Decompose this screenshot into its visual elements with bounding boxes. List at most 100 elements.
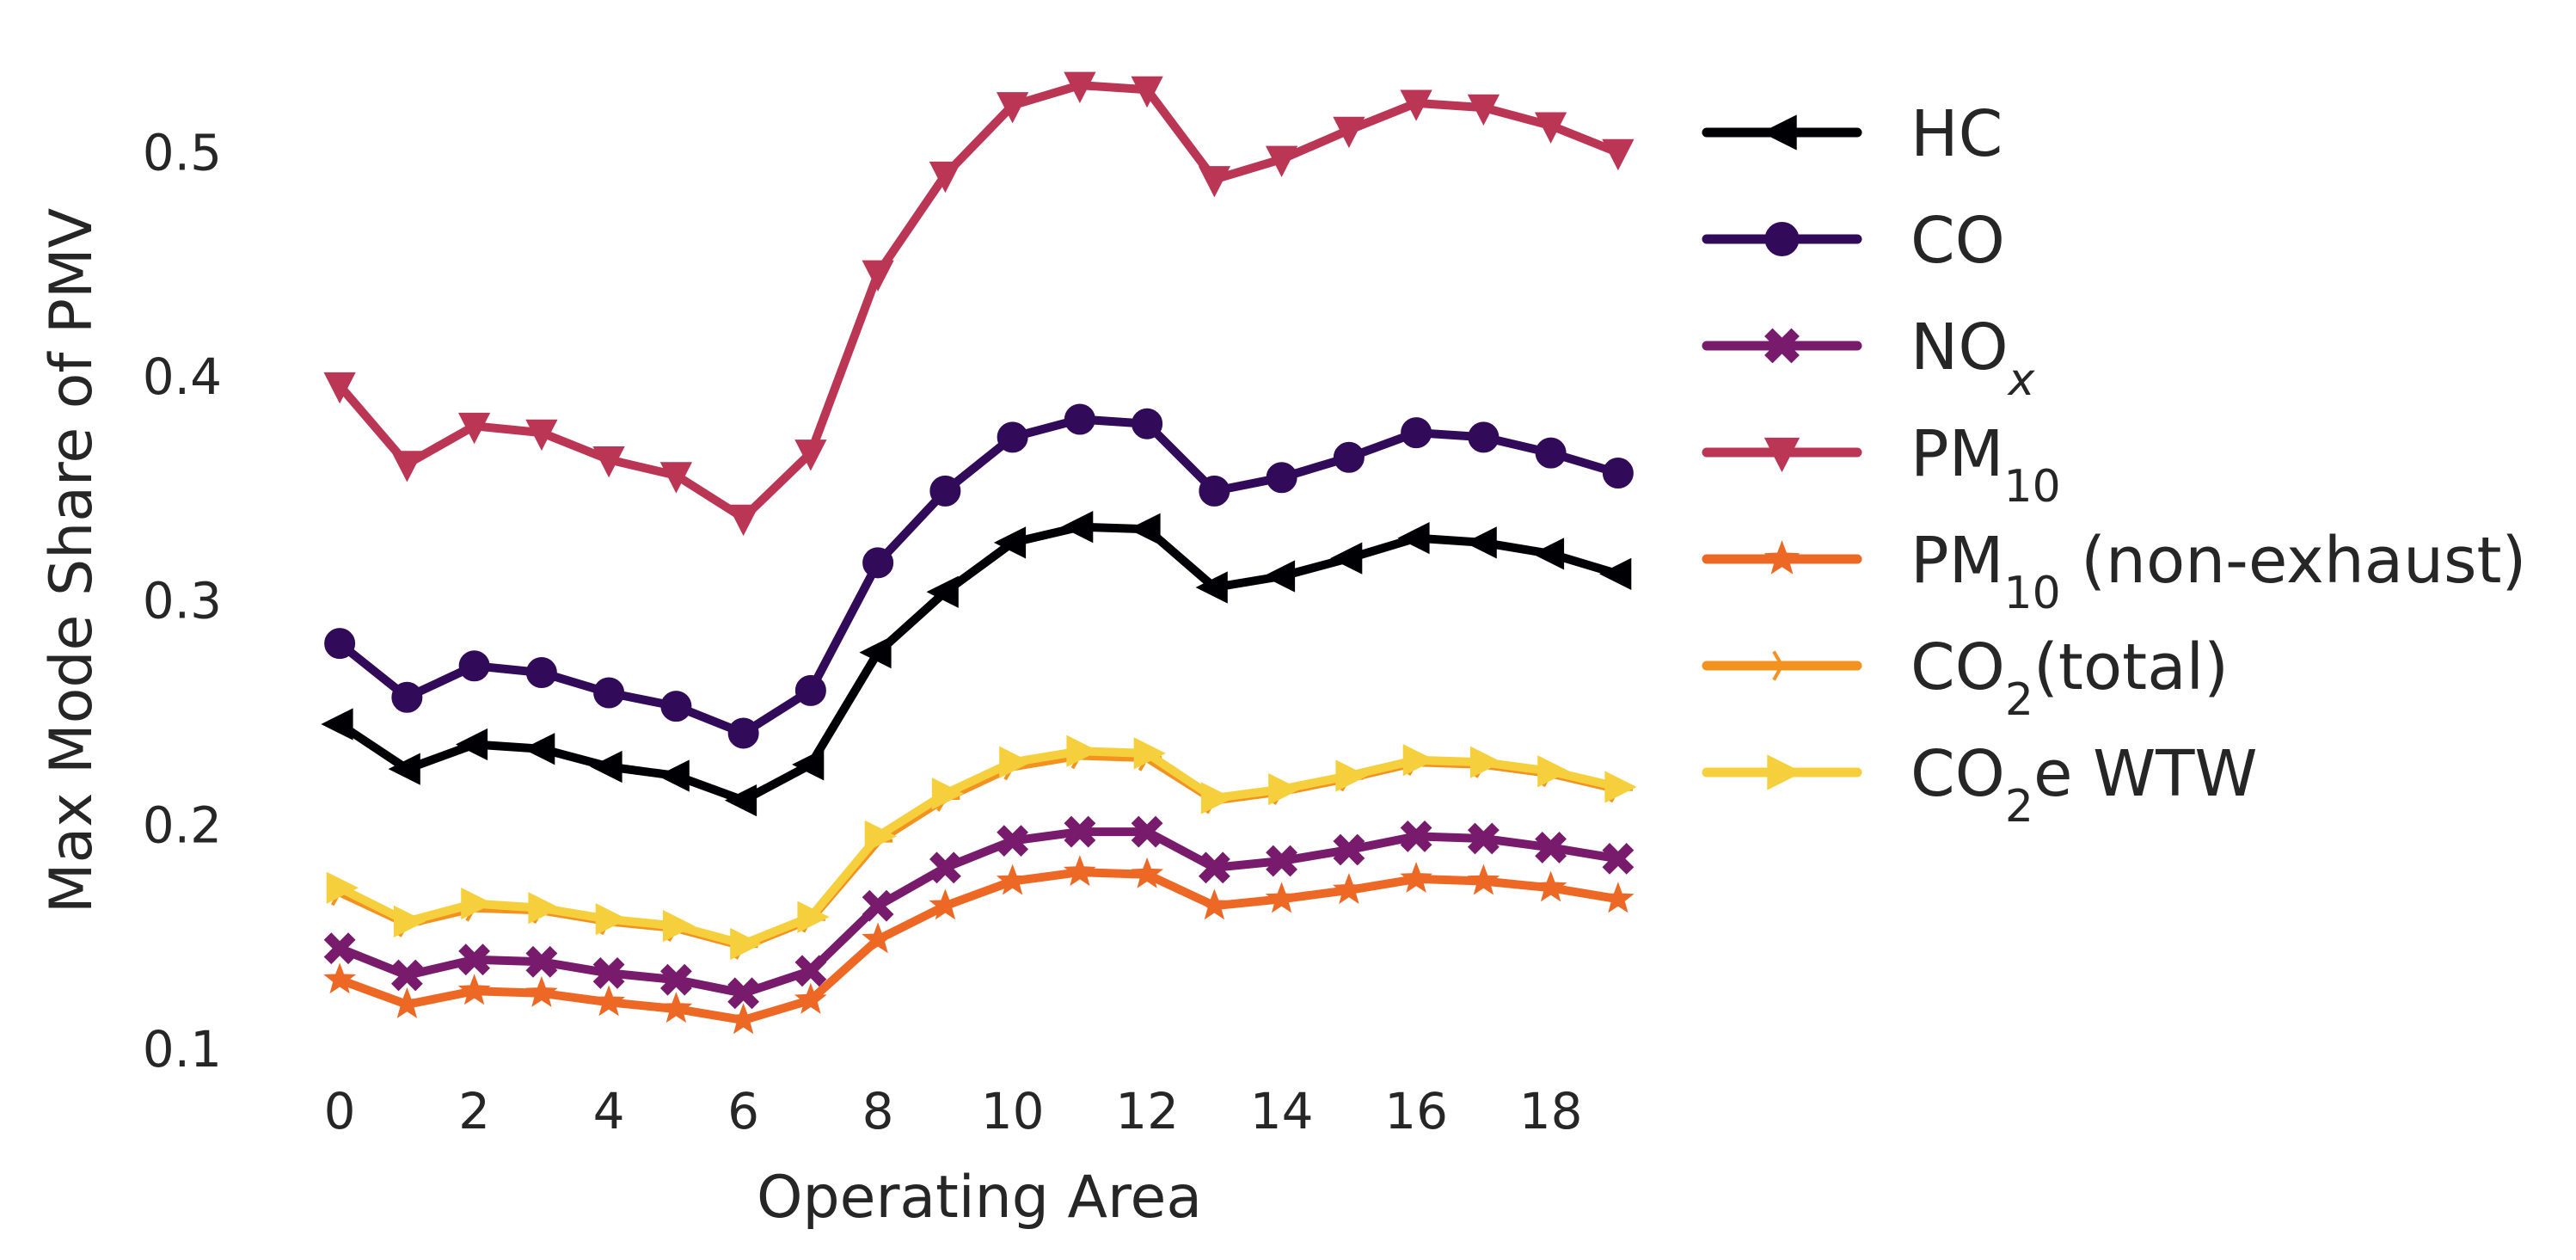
data-point	[1268, 772, 1301, 806]
data-point	[727, 977, 760, 1010]
data-point	[1400, 862, 1433, 893]
x-tick-label: 16	[1384, 1082, 1448, 1140]
data-point	[461, 887, 494, 920]
data-point	[1537, 755, 1570, 788]
data-point	[929, 475, 961, 507]
series-line	[335, 868, 1622, 1025]
legend-label-subscript: 10	[2003, 568, 2060, 619]
legend-label: CO	[1911, 204, 2005, 278]
series-line	[335, 81, 1622, 523]
legend-label-suffix: (total)	[2033, 630, 2229, 704]
data-point	[326, 871, 359, 904]
data-point	[997, 421, 1028, 453]
data-point	[323, 372, 356, 404]
data-point	[999, 746, 1032, 778]
data-point	[1066, 734, 1099, 767]
data-point	[388, 753, 420, 785]
data-point	[797, 900, 830, 933]
data-point	[1602, 138, 1635, 171]
data-point	[1265, 145, 1298, 177]
data-point	[1397, 521, 1430, 555]
data-point	[1131, 815, 1163, 848]
data-point	[455, 728, 488, 761]
legend-marker	[1764, 222, 1800, 256]
legend-item: PM10	[1702, 417, 2061, 513]
data-point	[1128, 513, 1161, 545]
data-point	[523, 733, 555, 765]
data-point	[864, 820, 897, 853]
legend-marker	[1772, 650, 1799, 681]
legend-marker	[1763, 437, 1800, 473]
data-point	[592, 985, 626, 1017]
data-point	[1601, 882, 1635, 913]
x-axis-label: Operating Area	[757, 1164, 1202, 1232]
data-point	[391, 681, 423, 713]
data-point	[590, 750, 623, 784]
data-point	[1064, 403, 1095, 435]
legend-label-main: PM	[1911, 524, 2003, 598]
y-tick-label: 0.2	[143, 796, 222, 854]
y-axis-label: Max Mode Share of PMV	[38, 208, 106, 913]
x-tick-label: 10	[981, 1082, 1045, 1140]
data-point	[993, 526, 1027, 559]
legend-label: HC	[1911, 97, 2003, 171]
legend-label-subscript: 2	[2005, 781, 2033, 833]
data-point	[931, 778, 965, 810]
legend-marker	[1767, 754, 1803, 790]
data-point	[321, 708, 353, 741]
data-point	[393, 905, 426, 938]
data-point	[724, 784, 757, 817]
data-point	[390, 959, 423, 992]
data-point	[657, 759, 690, 792]
y-tick-label: 0.4	[143, 347, 222, 406]
data-point	[794, 955, 827, 987]
data-point	[1198, 851, 1230, 884]
data-point	[595, 903, 628, 936]
data-point	[1064, 815, 1096, 848]
legend-label-main: PM	[1911, 417, 2003, 491]
data-point	[1468, 421, 1500, 453]
legend-item: CO2e WTW	[1702, 737, 2258, 833]
data-point	[1400, 89, 1432, 121]
legend-marker	[1761, 114, 1797, 151]
data-point	[1333, 833, 1365, 866]
data-point	[730, 927, 763, 961]
y-axis-ticks: 0.1 0.2 0.3 0.4 0.5	[143, 123, 222, 1079]
data-point	[524, 975, 558, 1007]
data-point	[1063, 855, 1096, 887]
data-point	[1132, 408, 1163, 439]
series-line	[335, 827, 1622, 998]
data-point	[1602, 458, 1634, 489]
data-point	[1266, 462, 1297, 494]
series-pm10-non-exhaust-	[323, 855, 1635, 1035]
legend-label-subscript: x	[2007, 354, 2036, 406]
data-point	[1133, 737, 1166, 770]
data-point	[929, 161, 962, 194]
y-tick-label: 0.1	[143, 1020, 222, 1079]
data-point	[390, 451, 424, 482]
data-point	[659, 963, 692, 996]
legend-label: PM10 (non-exhaust)	[1911, 524, 2526, 619]
data-point	[727, 504, 760, 537]
data-point	[1469, 746, 1503, 778]
data-point	[662, 909, 696, 943]
legend-label: CO2(total)	[1911, 630, 2229, 726]
data-point	[1535, 437, 1567, 469]
data-point	[1131, 76, 1163, 108]
series-hc	[321, 510, 1632, 817]
series-pm10	[323, 71, 1635, 537]
x-tick-label: 8	[862, 1082, 894, 1140]
legend-label-main: NO	[1911, 310, 2009, 384]
x-tick-label: 0	[324, 1082, 356, 1140]
data-point	[1064, 71, 1096, 103]
legend-label-main: CO	[1911, 204, 2005, 278]
data-point	[592, 446, 625, 478]
data-point	[660, 691, 692, 722]
data-point	[525, 945, 558, 978]
series-co2e-wtw	[326, 734, 1637, 961]
data-point	[1401, 417, 1432, 449]
data-point	[525, 657, 557, 689]
